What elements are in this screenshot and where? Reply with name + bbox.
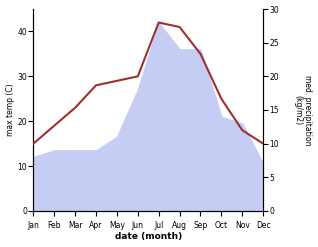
X-axis label: date (month): date (month)	[114, 232, 182, 242]
Y-axis label: med. precipitation
(kg/m2): med. precipitation (kg/m2)	[293, 75, 313, 145]
Y-axis label: max temp (C): max temp (C)	[5, 84, 15, 136]
